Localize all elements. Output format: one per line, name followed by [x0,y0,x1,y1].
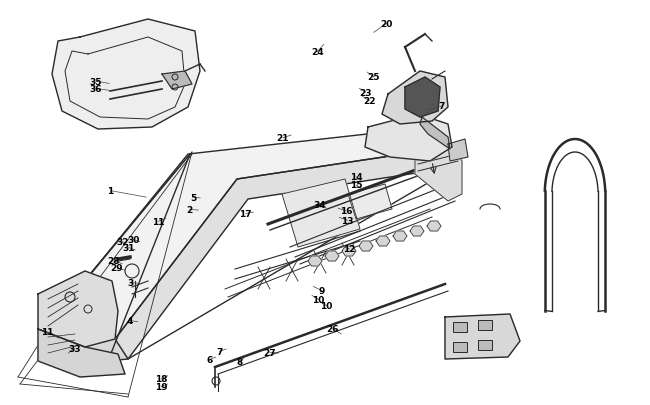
Text: 3: 3 [127,278,133,287]
Text: 31: 31 [122,243,135,252]
Text: 2: 2 [187,205,193,214]
Polygon shape [52,20,200,130]
Bar [453,342,467,352]
Text: 25: 25 [367,73,380,82]
Text: 26: 26 [326,324,339,333]
Polygon shape [38,329,125,377]
Text: 20: 20 [380,20,393,29]
Text: 32: 32 [116,238,129,247]
Text: 8: 8 [236,357,242,366]
Text: 16: 16 [339,207,352,216]
Text: 35: 35 [89,77,102,86]
Text: 17: 17 [239,209,252,218]
Text: 27: 27 [263,348,276,357]
Text: 12: 12 [343,245,356,254]
Polygon shape [410,226,424,237]
Polygon shape [348,185,392,220]
Text: 24: 24 [311,48,324,57]
Polygon shape [445,314,520,359]
Bar [453,322,467,332]
Polygon shape [365,115,452,162]
Text: 33: 33 [68,344,81,353]
Text: 28: 28 [107,257,120,266]
Text: 10: 10 [312,295,325,304]
Bar [478,320,492,330]
Text: 7: 7 [216,347,223,356]
Text: 22: 22 [363,97,376,106]
Text: 34: 34 [313,200,326,209]
Polygon shape [382,72,448,125]
Text: 11: 11 [40,328,53,337]
Polygon shape [62,128,450,339]
Polygon shape [115,148,455,359]
Text: 15: 15 [350,181,363,190]
Text: 36: 36 [89,85,102,94]
Text: 11: 11 [151,217,164,226]
Text: 19: 19 [155,382,168,391]
Text: 23: 23 [359,89,372,98]
Text: 29: 29 [111,264,124,273]
Polygon shape [393,231,407,241]
Polygon shape [308,256,322,266]
Text: 10: 10 [320,301,333,310]
Polygon shape [282,179,360,247]
Polygon shape [427,222,441,231]
Polygon shape [359,241,373,252]
Text: 30: 30 [127,235,140,244]
Polygon shape [342,246,356,256]
Text: 4: 4 [127,316,133,325]
Polygon shape [415,138,462,202]
Polygon shape [325,252,339,261]
Text: 9: 9 [318,286,325,295]
Text: 18: 18 [155,374,168,383]
Text: 7: 7 [439,102,445,111]
Polygon shape [420,118,450,149]
Polygon shape [448,140,468,162]
Polygon shape [405,78,440,118]
Text: 14: 14 [350,173,363,182]
Polygon shape [55,309,128,361]
Polygon shape [376,237,390,246]
Text: 6: 6 [206,355,213,364]
Polygon shape [38,271,118,347]
Polygon shape [162,72,192,90]
Text: 5: 5 [190,193,197,202]
Text: 13: 13 [341,216,354,225]
Bar [478,340,492,350]
Text: 21: 21 [276,134,289,143]
Text: 1: 1 [107,187,114,196]
